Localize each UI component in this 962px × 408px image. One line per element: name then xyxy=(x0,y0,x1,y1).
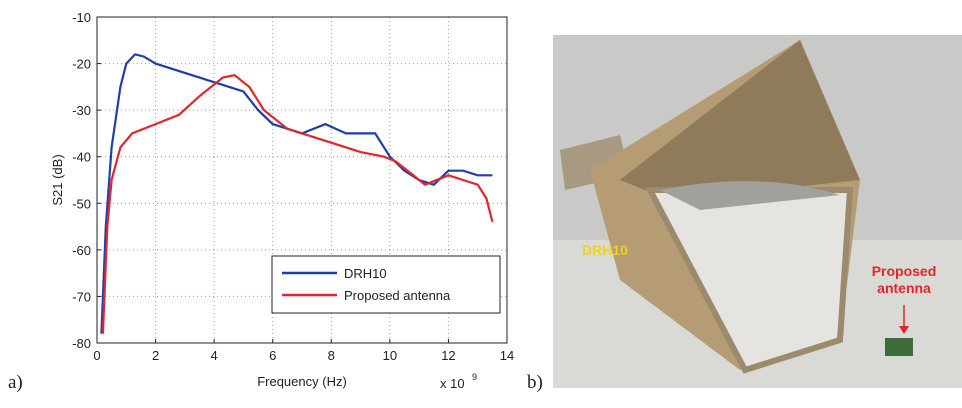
y-tick-label: -70 xyxy=(72,289,91,304)
data-line xyxy=(101,74,494,334)
panel-label: a) xyxy=(8,372,23,393)
legend-label: DRH10 xyxy=(344,266,387,281)
ridge xyxy=(660,181,840,210)
x-tick-label: 10 xyxy=(383,348,397,363)
x-tick-label: 8 xyxy=(328,348,335,363)
x-axis-title: Frequency (Hz) xyxy=(257,374,347,389)
chart: -80 -70 -60 -50 -40 -30 -20 -10 0 2 4 6 8 10 12 14 Frequ… xyxy=(50,10,514,391)
antenna-label: antenna xyxy=(877,280,931,296)
y-tick-label: -60 xyxy=(72,243,91,258)
x-tick-label: 14 xyxy=(500,348,514,363)
axis-multiplier: x 10 xyxy=(440,376,465,391)
horn-label: DRH10 xyxy=(582,242,628,258)
axis-multiplier-exponent: 9 xyxy=(472,372,477,382)
panel-label: b) xyxy=(527,372,543,393)
legend: DRH10 Proposed antenna xyxy=(271,255,501,314)
legend-label: Proposed antenna xyxy=(344,288,451,303)
y-tick-label: -80 xyxy=(72,336,91,351)
legend-box xyxy=(271,255,501,314)
x-tick-label: 2 xyxy=(152,348,159,363)
y-axis-title: S21 (dB) xyxy=(50,154,65,205)
x-tick-label: 0 xyxy=(93,348,100,363)
x-tick-label: 12 xyxy=(441,348,455,363)
y-tick-label: -50 xyxy=(72,196,91,211)
horn-side xyxy=(620,40,860,200)
photo: DRH10 Proposed antenna xyxy=(553,35,962,388)
data-line xyxy=(100,53,493,334)
y-tick-label: -10 xyxy=(72,10,91,25)
antenna-label: Proposed xyxy=(872,263,937,279)
plot-frame xyxy=(96,16,508,344)
antenna-pcb xyxy=(885,338,913,356)
y-tick-label: -40 xyxy=(72,150,91,165)
y-tick-label: -20 xyxy=(72,57,91,72)
arrow-head xyxy=(899,326,909,334)
y-tick-label: -30 xyxy=(72,103,91,118)
x-tick-label: 4 xyxy=(211,348,218,363)
x-tick-label: 6 xyxy=(269,348,276,363)
